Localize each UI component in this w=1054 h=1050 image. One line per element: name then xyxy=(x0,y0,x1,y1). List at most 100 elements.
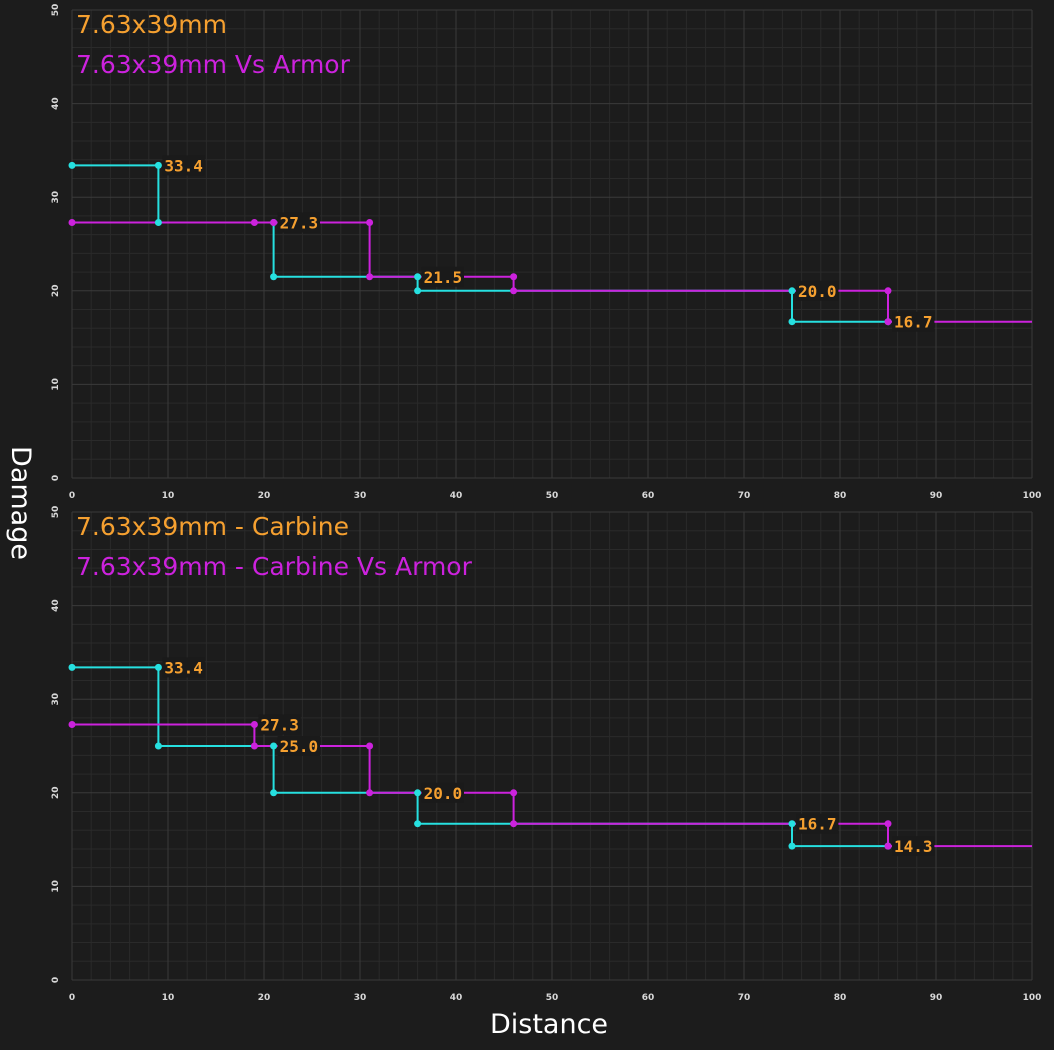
series-point-base xyxy=(414,820,422,828)
x-tick-label: 90 xyxy=(930,491,943,501)
series-point-base xyxy=(414,273,422,281)
series-point-base xyxy=(154,218,162,226)
series-point-armor xyxy=(250,720,258,728)
series-point-base xyxy=(788,842,796,850)
series-point-armor xyxy=(250,218,258,226)
y-tick-label: 50 xyxy=(51,506,61,519)
series-point-armor xyxy=(884,842,892,850)
series-point-base xyxy=(270,789,278,797)
series-point-base xyxy=(788,287,796,295)
series-line-base xyxy=(72,164,888,323)
y-axis-title: Damage xyxy=(5,446,36,560)
data-label-bg xyxy=(277,212,320,233)
series-point-base xyxy=(270,742,278,750)
series-point-armor xyxy=(366,789,374,797)
chart-subtitle: 7.63x39mm Vs Armor xyxy=(76,50,351,79)
data-label-bg xyxy=(796,813,839,834)
y-tick-label: 20 xyxy=(51,285,61,298)
x-tick-label: 30 xyxy=(354,993,367,1003)
chart-title: 7.63x39mm xyxy=(76,10,227,39)
y-tick-label: 0 xyxy=(51,475,61,481)
series-point-armor xyxy=(510,789,518,797)
data-label: 20.0 xyxy=(798,282,837,301)
series-point-armor xyxy=(884,318,892,326)
series-point-armor xyxy=(366,742,374,750)
series-point-armor xyxy=(68,720,76,728)
x-tick-label: 30 xyxy=(354,491,367,501)
x-axis-title: Distance xyxy=(490,1009,608,1040)
data-label-bg xyxy=(258,714,301,735)
x-tick-label: 70 xyxy=(738,491,751,501)
x-tick-label: 10 xyxy=(162,993,175,1003)
series-point-armor xyxy=(250,742,258,750)
y-tick-label: 40 xyxy=(51,97,61,110)
data-label: 20.0 xyxy=(424,784,463,803)
series-point-armor xyxy=(510,820,518,828)
x-tick-label: 20 xyxy=(258,993,271,1003)
x-tick-label: 60 xyxy=(642,993,655,1003)
x-tick-label: 40 xyxy=(450,491,463,501)
series-point-armor xyxy=(366,273,374,281)
y-tick-label: 20 xyxy=(51,787,61,800)
series-point-base xyxy=(414,789,422,797)
y-tick-label: 30 xyxy=(51,693,61,706)
data-label-bg xyxy=(421,782,464,803)
data-label-bg xyxy=(162,155,205,176)
series-point-armor xyxy=(884,820,892,828)
series-point-base xyxy=(788,820,796,828)
x-tick-label: 60 xyxy=(642,491,655,501)
x-tick-label: 50 xyxy=(546,993,559,1003)
data-label-bg xyxy=(421,266,464,287)
chart-panel-1: 0 10 20 30 40 50 60 70 80 90 100 0 10 20 30 40 50 33.4 27.… xyxy=(51,4,1041,501)
y-tick-label: 0 xyxy=(51,977,61,983)
x-tick-label: 70 xyxy=(738,993,751,1003)
series-point-base xyxy=(414,287,422,295)
data-label-bg xyxy=(796,280,839,301)
data-label: 33.4 xyxy=(164,658,203,677)
data-label-bg xyxy=(277,736,320,756)
chart-title: 7.63x39mm - Carbine xyxy=(76,512,349,541)
data-label-bg xyxy=(892,311,935,332)
data-label-bg xyxy=(162,657,205,678)
y-tick-label: 50 xyxy=(51,4,61,17)
data-label: 16.7 xyxy=(894,313,933,332)
y-tick-label: 40 xyxy=(51,599,61,612)
data-label-bg xyxy=(892,836,935,857)
chart-panel-2: 0 10 20 30 40 50 60 70 80 90 100 0 10 20 30 40 50 33.4 27.… xyxy=(51,506,1041,1003)
series-point-base xyxy=(154,742,162,750)
x-tick-label: 90 xyxy=(930,993,943,1003)
y-tick-label: 10 xyxy=(51,378,61,391)
series-point-armor xyxy=(510,273,518,281)
x-tick-label: 20 xyxy=(258,491,271,501)
series-point-base xyxy=(68,663,76,671)
data-label: 27.3 xyxy=(280,213,319,232)
series-point-armor xyxy=(366,218,374,226)
x-tick-label: 0 xyxy=(69,491,75,501)
y-tick-label: 10 xyxy=(51,880,61,893)
x-tick-label: 80 xyxy=(834,491,847,501)
x-tick-label: 80 xyxy=(834,993,847,1003)
data-label: 14.3 xyxy=(894,837,933,856)
x-tick-label: 100 xyxy=(1023,993,1042,1003)
series-point-armor xyxy=(270,218,278,226)
series-point-base xyxy=(68,161,76,169)
series-point-armor xyxy=(68,218,76,226)
series-point-base xyxy=(270,273,278,281)
data-label: 27.3 xyxy=(260,715,299,734)
data-label: 25.0 xyxy=(280,737,319,756)
data-label: 16.7 xyxy=(798,815,837,834)
x-tick-label: 50 xyxy=(546,491,559,501)
x-tick-label: 100 xyxy=(1023,491,1042,501)
y-tick-label: 30 xyxy=(51,191,61,204)
series-point-armor xyxy=(510,287,518,295)
series-line-base xyxy=(72,666,888,848)
data-label: 21.5 xyxy=(424,268,463,287)
series-point-base xyxy=(788,318,796,326)
x-tick-label: 0 xyxy=(69,993,75,1003)
chart-subtitle: 7.63x39mm - Carbine Vs Armor xyxy=(76,552,473,581)
series-point-base xyxy=(154,663,162,671)
x-tick-label: 40 xyxy=(450,993,463,1003)
x-tick-label: 10 xyxy=(162,491,175,501)
series-point-armor xyxy=(884,287,892,295)
